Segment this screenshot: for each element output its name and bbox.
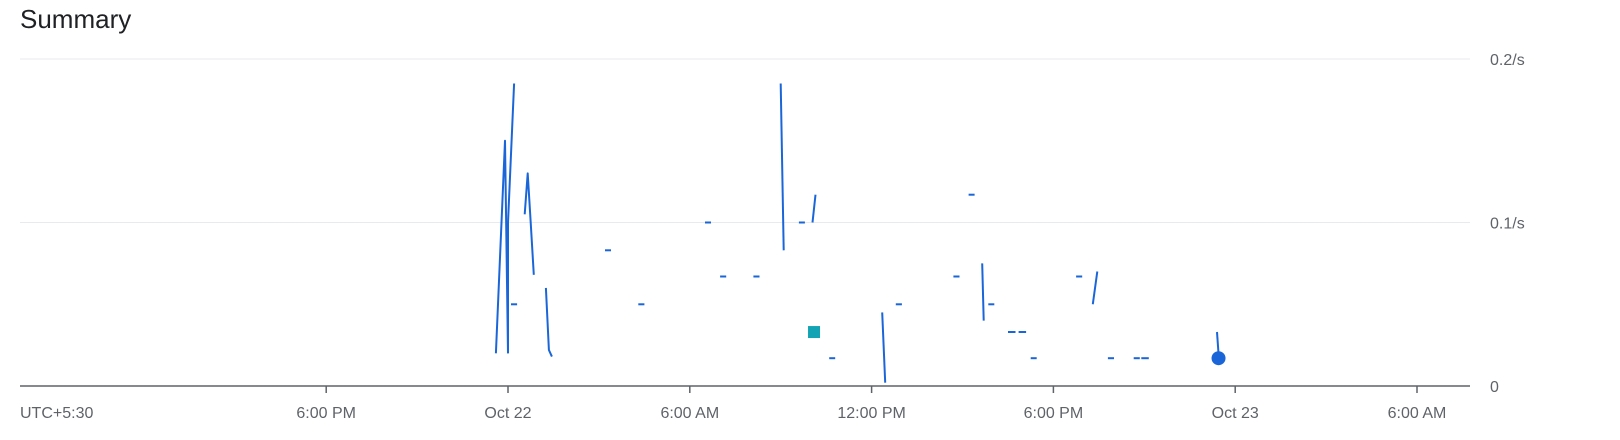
series-segment	[494, 139, 509, 354]
axis-layer: 0 0.1/s 0.2/s UTC+5:30 6:00 PM Oct 22 6:00 AM 1…	[20, 52, 1525, 422]
x-tick-label: Oct 23	[1212, 405, 1259, 422]
series-segment	[523, 172, 535, 275]
y-tick-label: 0.2/s	[1490, 52, 1525, 69]
series-segment	[507, 83, 516, 354]
x-tick-label: 6:00 AM	[660, 405, 719, 422]
x-tick-label: 6:00 PM	[1024, 405, 1084, 422]
x-tick-label: 6:00 PM	[296, 405, 356, 422]
square-marker	[808, 326, 821, 339]
chart-title: Summary	[20, 4, 132, 34]
x-tick-label: Oct 22	[484, 405, 531, 422]
series-segment	[779, 83, 785, 251]
series-segment	[811, 194, 817, 223]
timezone-label: UTC+5:30	[20, 405, 93, 422]
series-segment	[881, 312, 887, 383]
series-segment	[1216, 331, 1220, 354]
y-tick-label: 0.1/s	[1490, 216, 1525, 233]
y-tick-label: 0	[1490, 379, 1499, 396]
series-segment	[1091, 271, 1099, 305]
grid-layer	[20, 58, 1470, 223]
series-layer	[494, 83, 1220, 383]
circle-marker	[1211, 351, 1226, 366]
series-segment	[544, 287, 553, 358]
marker-layer	[808, 326, 1226, 366]
series-segment	[981, 263, 985, 321]
x-tick-label: 12:00 PM	[837, 405, 905, 422]
x-tick-label: 6:00 AM	[1388, 405, 1447, 422]
